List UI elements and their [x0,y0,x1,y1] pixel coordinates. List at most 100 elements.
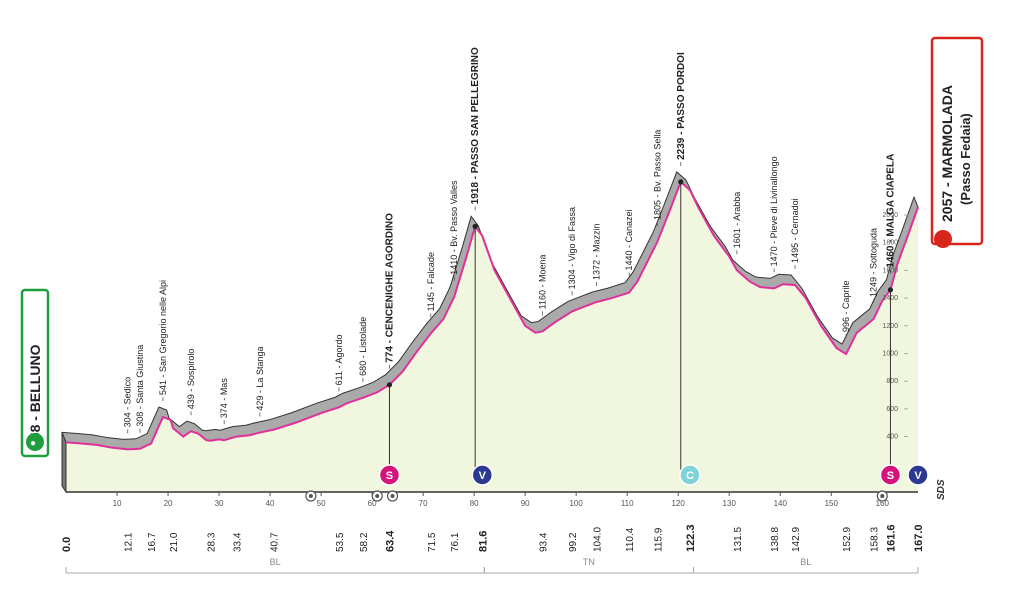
summit-dot [386,382,393,388]
x-tick-label: 60 [368,499,377,508]
location-label: 1372 - Mazzin [592,223,602,286]
finish-box: 2057 - MARMOLADA (Passo Fedaia) [930,36,984,248]
location-label: 1918 - PASSO SAN PELLEGRINO [470,47,481,472]
road-line [65,180,919,451]
location-text: 374 - Mas [219,378,229,419]
location-label: 439 - Sospirolo [186,349,196,416]
marker-letter: V [479,470,487,482]
km-label: 71.5 [427,532,438,552]
location-text: 1304 - Vigo di Fassa [567,207,577,289]
start-label: 358 - BELLUNO [27,344,43,448]
intermediate-icon-dot [375,494,380,498]
location-text: 680 - Listolade [358,317,368,376]
marker-badge: S [378,464,401,486]
km-label: 28.3 [206,532,217,552]
location-text: 1805 - Bv. Passo Sella [652,130,662,220]
intermediate-icon-dot [308,494,313,498]
location-text: 1495 - Cernadoi [790,198,800,263]
km-label: 81.6 [477,531,489,552]
location-text: 1145 - Falcade [426,252,436,311]
km-label: 138.8 [770,527,781,552]
x-tick-label: 50 [317,499,326,508]
start-box: 358 - BELLUNO ● [20,288,50,458]
svg-text:●: ● [30,438,36,449]
x-tick-label: 40 [266,499,275,508]
location-label: 374 - Mas [219,378,229,425]
x-tick-label: 90 [521,499,530,508]
location-label: 1249 - Sottoguda [869,228,879,304]
marker-badge: S [879,464,902,486]
y-tick-label: 800 [886,378,898,385]
km-label: 33.4 [232,532,243,552]
location-label: 1495 - Cernadoi [790,198,800,269]
location-text: 1160 - Moena [538,254,548,309]
y-tick-label: 400 [886,434,898,441]
location-label: 1470 - Pieve di Livinallongo [769,156,779,273]
x-tick-label: 20 [164,499,173,508]
x-tick-label: 150 [825,499,839,508]
location-text: 429 - La Stanga [255,347,265,411]
marker-letter: V [914,470,922,482]
location-text: 1410 - Bv. Passo Valles [449,180,459,275]
location-label: 1160 - Moena [538,254,548,316]
region-label: TN [583,557,595,567]
location-text: 1372 - Mazzin [592,223,602,280]
km-label: 99.2 [568,532,579,552]
location-text: 2239 - PASSO PORDOI [676,52,687,160]
km-label: 122.3 [685,524,697,552]
marker-badge: C [679,464,701,486]
sponsor-mark: SDS [936,479,947,500]
y-tick-label: 2000 [882,212,898,219]
start-cyclist-icon [26,433,44,451]
x-tick-label: 70 [419,499,428,508]
location-label: 308 - Santa Giustina [135,345,145,433]
location-text: 439 - Sospirolo [186,349,196,410]
x-tick-label: 10 [113,499,122,508]
location-label: 611 - Agordo [334,335,344,392]
km-label: 110.4 [625,527,636,552]
marker-circle [879,464,902,486]
intermediate-icon-dot [390,494,395,498]
finish-label: 2057 - MARMOLADA [939,85,955,222]
km-label: 131.5 [733,527,744,552]
finish-altitude: 2057 [939,191,955,222]
km-label: 16.7 [147,532,158,552]
summit-dot [472,223,478,229]
location-label: 1460 - MALGA CIAPELA [885,154,896,472]
x-tick-label: 30 [215,499,224,508]
marker-circle [378,464,401,486]
km-label: 53.5 [335,532,346,552]
x-tick-label: 140 [774,499,788,508]
location-text: 1470 - Pieve di Livinallongo [769,156,779,266]
marker-circle [679,464,701,486]
location-text: 996 - Caprile [841,281,851,333]
marker-letter: S [887,470,894,482]
km-label: 76.1 [450,532,461,552]
finish-cyclist-icon [934,230,952,248]
x-tick-label: 100 [569,499,583,508]
profile-area [66,181,918,492]
region-label: BL [270,557,281,567]
x-tick-label: 120 [672,499,686,508]
location-label: 1805 - Bv. Passo Sella [652,130,662,227]
km-label: 93.4 [539,532,550,552]
km-label: 40.7 [270,532,281,552]
x-tick-label: 160 [876,499,890,508]
location-text: 1249 - Sottoguda [869,228,879,297]
marker-letter: C [686,470,694,482]
km-label: 63.4 [384,530,396,552]
marker-circle [907,464,929,486]
location-text: 1440 - Canazei [624,210,634,271]
marker-badge: V [471,464,494,486]
km-label: 142.9 [791,527,802,552]
km-label: 158.3 [870,527,881,552]
location-label: 1304 - Vigo di Fassa [567,207,577,296]
marker-badge: V [907,464,929,486]
location-label: 680 - Listolade [358,317,368,382]
location-text: 541 - San Gregorio nelle Alpi [158,280,168,395]
location-text: 1460 - MALGA CIAPELA [885,154,896,268]
finish-name: MARMOLADA [939,85,955,178]
location-label: 996 - Caprile [841,281,851,339]
finish-sub: (Passo Fedaia) [958,113,973,205]
